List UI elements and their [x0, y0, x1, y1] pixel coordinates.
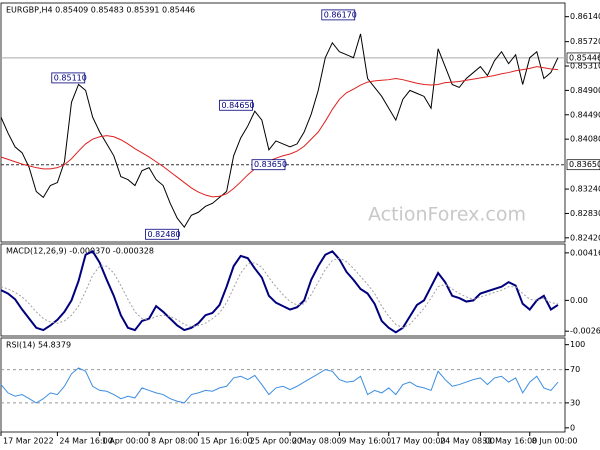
y-tick-label: 0.00 — [570, 296, 588, 305]
x-tick-label: 8 Jun 00:00 — [532, 437, 578, 446]
annotation-label: 0.82480 — [148, 230, 181, 239]
x-tick-label: 8 Apr 08:00 — [151, 437, 198, 446]
annotation-label: 0.86170 — [324, 10, 357, 19]
annotation-box — [219, 99, 253, 111]
pane-frame — [0, 243, 566, 337]
annotation-box — [51, 72, 86, 84]
annotation-box — [321, 9, 356, 21]
annotation-box — [251, 159, 286, 171]
level-box — [566, 159, 600, 171]
x-tick-label: 17 May 00:00 — [391, 437, 446, 446]
level-label: 0.83650 — [569, 160, 600, 169]
watermark: ActionForex.com — [368, 204, 526, 226]
y-tick-label: 0.84900 — [570, 86, 600, 95]
y-tick-label: 0.85310 — [570, 62, 600, 71]
x-tick-label: 17 Mar 2022 — [3, 437, 54, 446]
series-line — [0, 66, 558, 198]
level-label: 0.85446 — [569, 53, 600, 62]
y-tick-label: 70 — [570, 365, 580, 374]
x-tick-label: 15 Apr 16:00 — [200, 437, 252, 446]
x-tick-label: 25 Apr 00:00 — [250, 437, 302, 446]
level-box — [566, 52, 600, 64]
series-line — [0, 257, 559, 329]
y-tick-label: 0.85720 — [570, 37, 600, 46]
x-tick-label: 24 May 08:00 — [440, 437, 495, 446]
pane-title: RSI(14) 54.8379 — [6, 341, 71, 350]
y-tick-label: -0.002699 — [570, 327, 600, 336]
annotation-box — [145, 228, 179, 240]
x-tick-label: 9 May 16:00 — [341, 437, 391, 446]
y-tick-label: 100 — [570, 340, 585, 349]
y-tick-label: 0.84490 — [570, 110, 600, 119]
annotation-label: 0.84650 — [222, 101, 255, 110]
pane-frame — [0, 2, 566, 243]
y-tick-label: 0.84080 — [570, 135, 600, 144]
pane-title: EURGBP,H4 0.85409 0.85483 0.85391 0.8544… — [6, 6, 195, 15]
series-line — [0, 250, 559, 334]
series-line — [0, 367, 559, 404]
y-tick-label: 0.86140 — [570, 12, 600, 21]
annotation-label: 0.83650 — [254, 160, 287, 169]
x-tick-label: 1 Apr 00:00 — [102, 437, 149, 446]
pane-title: MACD(12,26,9) -0.000370 -0.000328 — [6, 247, 154, 256]
y-tick-label: 0.004164 — [570, 248, 600, 257]
y-tick-label: 0.83240 — [570, 185, 600, 194]
x-tick-label: 24 Mar 16:00 — [59, 437, 112, 446]
y-tick-label: 0.82830 — [570, 209, 600, 218]
y-tick-label: 0.82420 — [570, 233, 600, 242]
y-tick-label: 0 — [570, 423, 575, 432]
y-tick-label: 30 — [570, 398, 580, 407]
x-tick-label: 2 May 08:00 — [292, 437, 342, 446]
annotation-label: 0.85110 — [54, 73, 87, 82]
x-tick-label: 31 May 16:00 — [482, 437, 537, 446]
